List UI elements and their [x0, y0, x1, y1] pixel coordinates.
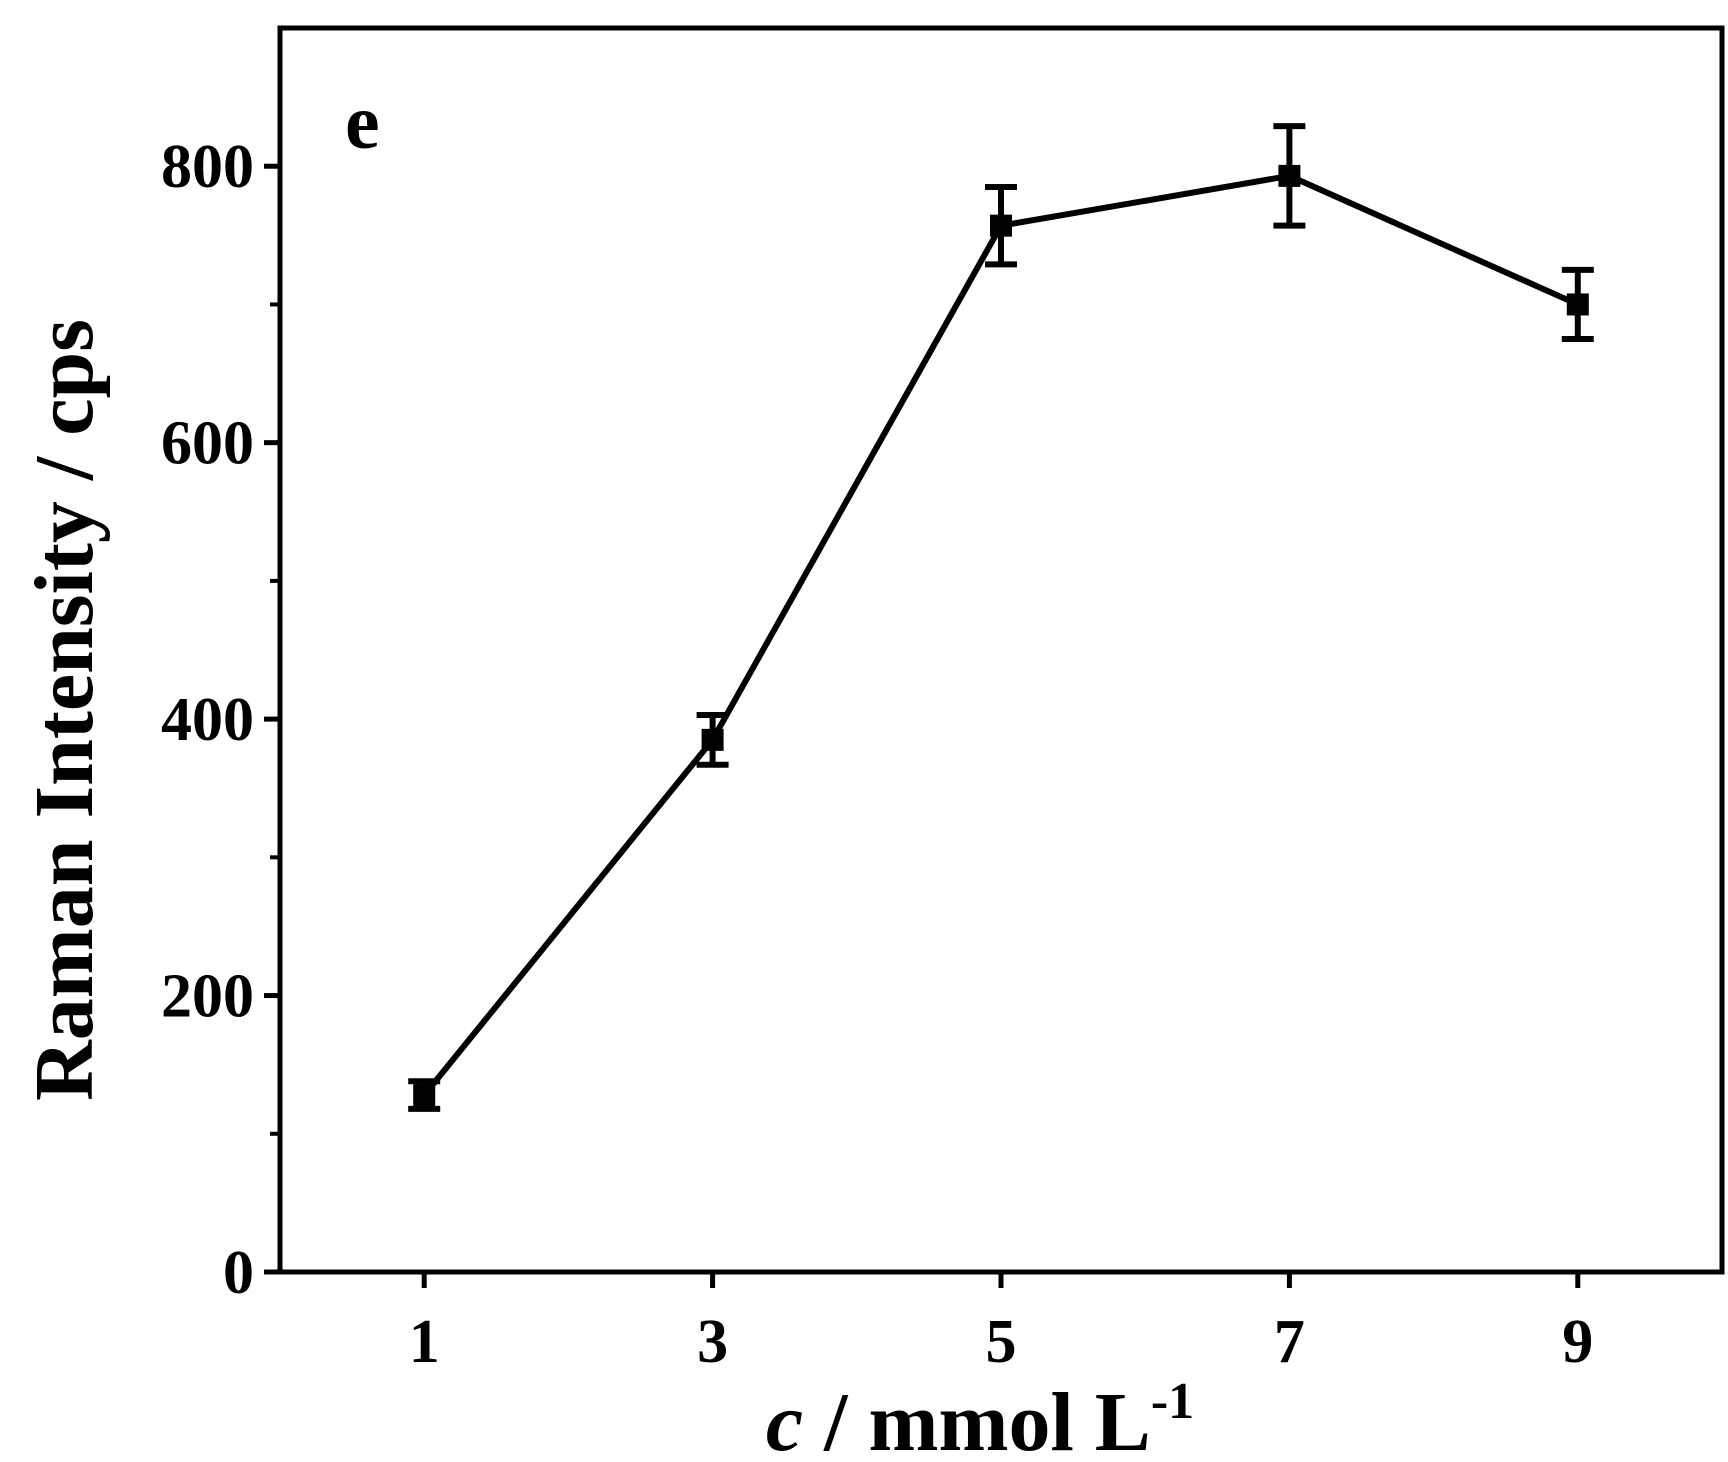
axis-ticks — [264, 163, 1581, 1288]
tick-labels: 1 3 5 7 9 0 200 400 600 800 — [161, 133, 1593, 1376]
x-tick-label-1: 1 — [409, 1308, 440, 1376]
y-axis-title: Raman Intensity / cps — [18, 319, 111, 1101]
x-axis-title-superscript: -1 — [1151, 1373, 1194, 1430]
data-point-x9 — [1566, 293, 1589, 316]
series-line — [421, 172, 1580, 1097]
x-tick-label-9: 9 — [1562, 1308, 1593, 1376]
x-tick-label-3: 3 — [697, 1308, 728, 1376]
plot-frame — [277, 25, 1725, 1275]
data-point-x5 — [990, 214, 1012, 237]
y-tick-label-0: 0 — [223, 1239, 254, 1307]
panel-label: e — [345, 78, 380, 165]
x-axis-title-variable: c — [766, 1376, 803, 1462]
data-point-x3 — [701, 728, 724, 751]
y-tick-label-800: 800 — [161, 133, 254, 201]
data-point-x1 — [413, 1084, 436, 1107]
data-series — [408, 123, 1594, 1112]
y-tick-label-200: 200 — [161, 963, 254, 1031]
data-point-x7 — [1278, 164, 1301, 187]
x-axis-title: c / mmol L-1 — [766, 1373, 1194, 1462]
x-tick-label-5: 5 — [986, 1308, 1017, 1376]
x-tick-label-7: 7 — [1274, 1308, 1305, 1376]
x-axis-title-unit: / mmol L — [803, 1376, 1151, 1462]
y-tick-label-400: 400 — [161, 686, 254, 754]
y-tick-label-600: 600 — [161, 410, 254, 478]
